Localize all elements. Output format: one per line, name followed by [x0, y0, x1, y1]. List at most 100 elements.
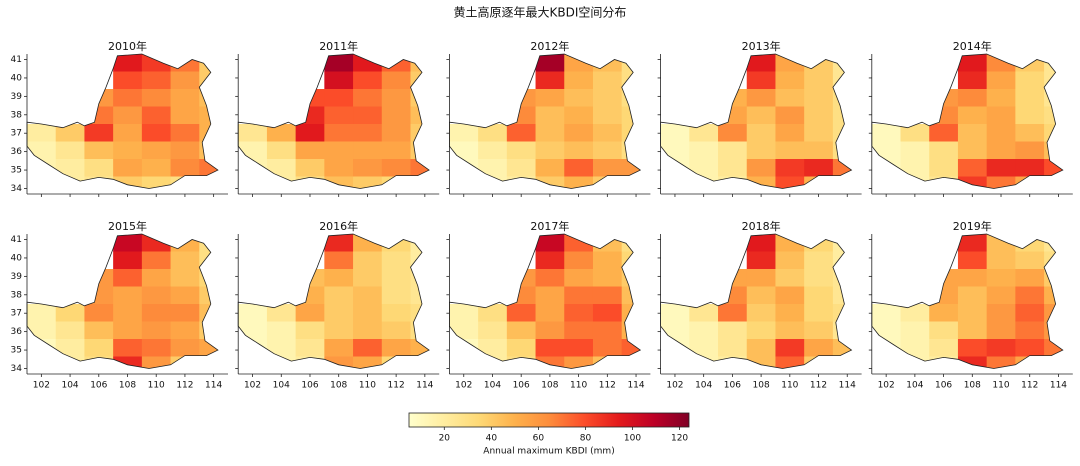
- cell: [353, 356, 383, 369]
- cell: [324, 321, 354, 340]
- cell: [775, 269, 805, 287]
- y-tick-label: 40: [11, 73, 23, 83]
- cell: [141, 71, 172, 90]
- cell: [295, 124, 325, 142]
- x-tick-label: 104: [484, 381, 501, 391]
- cell: [986, 176, 1016, 189]
- panel-title: 2018年: [742, 219, 781, 233]
- cell: [592, 304, 623, 322]
- cell: [689, 141, 719, 160]
- cell: [449, 304, 479, 322]
- cell: [986, 106, 1016, 125]
- cell: [746, 286, 776, 305]
- y-tick-label: 41: [11, 55, 22, 65]
- cell: [1015, 269, 1045, 287]
- cell: [592, 106, 623, 125]
- cell: [775, 304, 805, 322]
- cell: [746, 124, 776, 142]
- cell: [900, 339, 930, 357]
- figure-title: 黄土高原逐年最大KBDI空间分布: [454, 5, 627, 20]
- y-tick-label: 37: [11, 309, 22, 319]
- x-tick-label: 108: [119, 381, 136, 391]
- cell: [84, 304, 114, 322]
- cell: [295, 339, 325, 357]
- cell: [170, 141, 200, 160]
- cell: [564, 356, 594, 369]
- cell: [986, 159, 1016, 177]
- cell: [381, 141, 411, 160]
- cell: [900, 304, 930, 322]
- y-tick-label: 36: [11, 147, 23, 157]
- cell: [900, 159, 930, 177]
- cell: [957, 339, 988, 357]
- y-tick-label: 35: [11, 166, 22, 176]
- cell: [84, 141, 114, 160]
- cell: [535, 89, 565, 107]
- cell: [381, 159, 411, 177]
- cell: [929, 141, 959, 160]
- cell: [353, 106, 383, 125]
- cell: [957, 54, 988, 72]
- cell: [775, 321, 805, 340]
- cell: [170, 159, 200, 177]
- cell: [804, 286, 834, 305]
- cell: [804, 124, 834, 142]
- cell: [535, 251, 565, 270]
- cell: [55, 321, 85, 340]
- cell: [957, 234, 988, 252]
- cell: [746, 339, 776, 357]
- cell: [141, 269, 172, 287]
- cell: [266, 321, 297, 340]
- y-tick-label: 39: [11, 92, 23, 102]
- cell: [660, 304, 690, 322]
- panel-title: 2013年: [742, 39, 781, 53]
- colorbar-tick-label: 80: [580, 434, 592, 444]
- cell: [295, 159, 325, 177]
- y-tick-label: 34: [11, 364, 23, 374]
- cell: [170, 124, 200, 142]
- cell: [564, 141, 594, 160]
- cell: [535, 141, 565, 160]
- region-outline: [449, 233, 642, 369]
- cell: [324, 89, 354, 107]
- cell: [564, 269, 594, 287]
- cell: [141, 159, 172, 177]
- cell: [113, 124, 143, 142]
- cell: [27, 124, 57, 142]
- cell: [141, 124, 172, 142]
- cell: [478, 321, 508, 340]
- cell: [1015, 89, 1045, 107]
- cell: [324, 159, 354, 177]
- cell: [804, 304, 834, 322]
- cell: [746, 71, 776, 90]
- cell: [535, 234, 565, 252]
- cell: [900, 124, 930, 142]
- cell: [113, 54, 143, 72]
- cell: [506, 304, 537, 322]
- cell: [592, 339, 623, 357]
- cell: [592, 159, 623, 177]
- cell: [84, 321, 114, 340]
- x-tick-label: 114: [1050, 381, 1067, 391]
- cell: [592, 141, 623, 160]
- x-tick-label: 114: [416, 381, 433, 391]
- cell: [592, 124, 623, 142]
- cell: [592, 251, 623, 270]
- cell: [718, 339, 748, 357]
- x-tick-label: 102: [878, 381, 895, 391]
- cell: [564, 89, 594, 107]
- cell: [266, 141, 297, 160]
- cell: [804, 269, 834, 287]
- cell: [957, 251, 988, 270]
- cell: [564, 304, 594, 322]
- cell: [957, 269, 988, 287]
- cell: [324, 304, 354, 322]
- cell: [929, 339, 959, 357]
- cell: [689, 339, 719, 357]
- cell: [381, 321, 411, 340]
- cell: [324, 141, 354, 160]
- cell: [804, 141, 834, 160]
- colorbar-tick-label: 40: [486, 434, 498, 444]
- raster: [238, 54, 430, 189]
- cell: [535, 71, 565, 90]
